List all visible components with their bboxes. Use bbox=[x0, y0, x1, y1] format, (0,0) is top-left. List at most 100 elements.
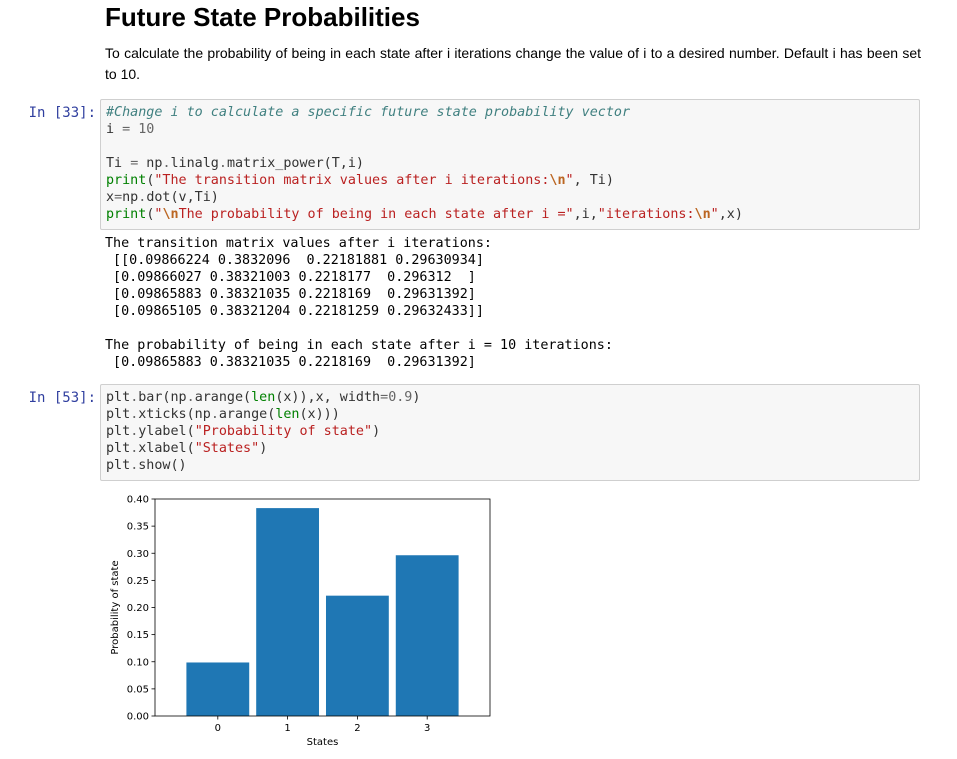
code-token: "States" bbox=[194, 441, 260, 456]
output-line: The probability of being in each state a… bbox=[105, 338, 613, 353]
bar-1 bbox=[256, 508, 320, 716]
code-line bbox=[106, 138, 914, 155]
code-token: np bbox=[122, 190, 139, 205]
code-token: . bbox=[130, 390, 139, 405]
markdown-paragraph: To calculate the probability of being in… bbox=[105, 45, 921, 82]
cell-prompt: In [33]: bbox=[28, 105, 96, 121]
code-token: = bbox=[130, 156, 139, 171]
code-token: . bbox=[130, 441, 139, 456]
code-line: plt.ylabel("Probability of state") bbox=[106, 423, 914, 440]
bar-chart-output: 0.00 0.05 0.10 0.15 0.20 0.25 0.30 0.35 0.40 0 1 2 3… bbox=[100, 490, 500, 752]
code-token: (x))) bbox=[299, 407, 340, 422]
code-token: " bbox=[565, 173, 574, 188]
code-token: ) bbox=[412, 390, 421, 405]
code-token: " bbox=[710, 207, 719, 222]
y-tick-label: 0.15 bbox=[127, 630, 149, 641]
code-token: print bbox=[106, 207, 147, 222]
code-token: (x)),x, width bbox=[275, 390, 381, 405]
code-token: ,x) bbox=[718, 207, 743, 222]
code-token: dot(v,Ti) bbox=[146, 190, 219, 205]
output-line: [0.09865883 0.38321035 0.2218169 0.29631… bbox=[105, 287, 476, 302]
code-token: = bbox=[380, 390, 389, 405]
output-line: [0.09865883 0.38321035 0.2218169 0.29631… bbox=[105, 355, 476, 370]
code-token: matrix_power(T,i) bbox=[226, 156, 364, 171]
code-token: \n bbox=[162, 207, 179, 222]
x-tick-label: 0 bbox=[215, 723, 221, 734]
x-tick-label: 1 bbox=[284, 723, 290, 734]
code-token: . bbox=[138, 190, 147, 205]
code-token: plt bbox=[106, 458, 131, 473]
code-input-area[interactable]: plt.bar(np.arange(len(x)),x, width=0.9) p… bbox=[100, 384, 920, 481]
code-token: plt bbox=[106, 407, 131, 422]
code-token: , Ti) bbox=[573, 173, 614, 188]
code-token: "The transition matrix values after i it… bbox=[154, 173, 550, 188]
code-token: bar(np bbox=[138, 390, 187, 405]
code-token: 0.9 bbox=[388, 390, 413, 405]
bar-2 bbox=[325, 595, 389, 716]
code-token: . bbox=[210, 407, 219, 422]
cell-prompt: In [53]: bbox=[28, 390, 96, 406]
code-token: . bbox=[130, 458, 139, 473]
x-axis-label: States bbox=[307, 737, 339, 748]
code-line: #Change i to calculate a specific future… bbox=[106, 104, 914, 121]
code-token: " bbox=[154, 207, 163, 222]
output-line: [[0.09866224 0.3832096 0.22181881 0.2963… bbox=[105, 253, 484, 268]
code-token: arange( bbox=[218, 407, 276, 422]
bar-chart: 0.00 0.05 0.10 0.15 0.20 0.25 0.30 0.35 0.40 0 1 2 3… bbox=[110, 495, 491, 748]
bar-0 bbox=[186, 662, 250, 716]
code-token: #Change i to calculate a specific future… bbox=[106, 105, 631, 120]
code-token: = bbox=[114, 190, 123, 205]
code-input-area[interactable]: #Change i to calculate a specific future… bbox=[100, 99, 920, 230]
code-token: i bbox=[106, 122, 123, 137]
code-token: The probability of being in each state a… bbox=[178, 207, 574, 222]
y-tick-label: 0.10 bbox=[127, 657, 149, 668]
y-axis-label: Probability of state bbox=[110, 560, 121, 654]
code-token: . bbox=[186, 390, 195, 405]
code-token: ylabel( bbox=[138, 424, 195, 439]
code-token: x bbox=[106, 190, 115, 205]
code-line: x=np.dot(v,Ti) bbox=[106, 189, 914, 206]
code-token: ) bbox=[259, 441, 268, 456]
code-token: linalg bbox=[170, 156, 219, 171]
code-token: "Probability of state" bbox=[194, 424, 373, 439]
x-tick-label: 3 bbox=[424, 723, 430, 734]
code-line: Ti = np.linalg.matrix_power(T,i) bbox=[106, 155, 914, 172]
y-tick-label: 0.35 bbox=[127, 522, 149, 533]
code-line: plt.xlabel("States") bbox=[106, 440, 914, 457]
code-line: plt.xticks(np.arange(len(x))) bbox=[106, 406, 914, 423]
code-token: xlabel( bbox=[138, 441, 195, 456]
output-line: The transition matrix values after i ite… bbox=[105, 236, 492, 251]
code-token: . bbox=[162, 156, 171, 171]
code-token: 10 bbox=[138, 122, 155, 137]
markdown-heading: Future State Probabilities bbox=[105, 2, 420, 32]
code-token: show() bbox=[138, 458, 187, 473]
x-tick-label: 2 bbox=[354, 723, 360, 734]
code-token: print bbox=[106, 173, 147, 188]
y-tick-label: 0.00 bbox=[127, 712, 149, 723]
y-tick-label: 0.30 bbox=[127, 549, 149, 560]
code-token: Ti bbox=[106, 156, 131, 171]
y-tick-label: 0.40 bbox=[127, 495, 149, 506]
code-token: . bbox=[130, 424, 139, 439]
code-token: ( bbox=[146, 173, 155, 188]
code-token: len bbox=[275, 407, 300, 422]
code-line: plt.bar(np.arange(len(x)),x, width=0.9) bbox=[106, 389, 914, 406]
code-token: arange( bbox=[194, 390, 252, 405]
code-token: ) bbox=[372, 424, 381, 439]
code-line: i = 10 bbox=[106, 121, 914, 138]
cell-output: The transition matrix values after i ite… bbox=[105, 235, 613, 371]
code-token: ,i, bbox=[573, 207, 598, 222]
code-token: np bbox=[138, 156, 163, 171]
code-token: \n bbox=[549, 173, 566, 188]
y-tick-label: 0.20 bbox=[127, 603, 149, 614]
y-tick-label: 0.25 bbox=[127, 576, 149, 587]
code-token: len bbox=[251, 390, 276, 405]
code-token: = bbox=[122, 122, 131, 137]
code-token: . bbox=[218, 156, 227, 171]
code-line: plt.show() bbox=[106, 457, 914, 474]
code-token: xticks(np bbox=[138, 407, 211, 422]
bar-3 bbox=[395, 555, 459, 716]
code-token: ( bbox=[146, 207, 155, 222]
code-token: plt bbox=[106, 441, 131, 456]
code-token: \n bbox=[694, 207, 711, 222]
